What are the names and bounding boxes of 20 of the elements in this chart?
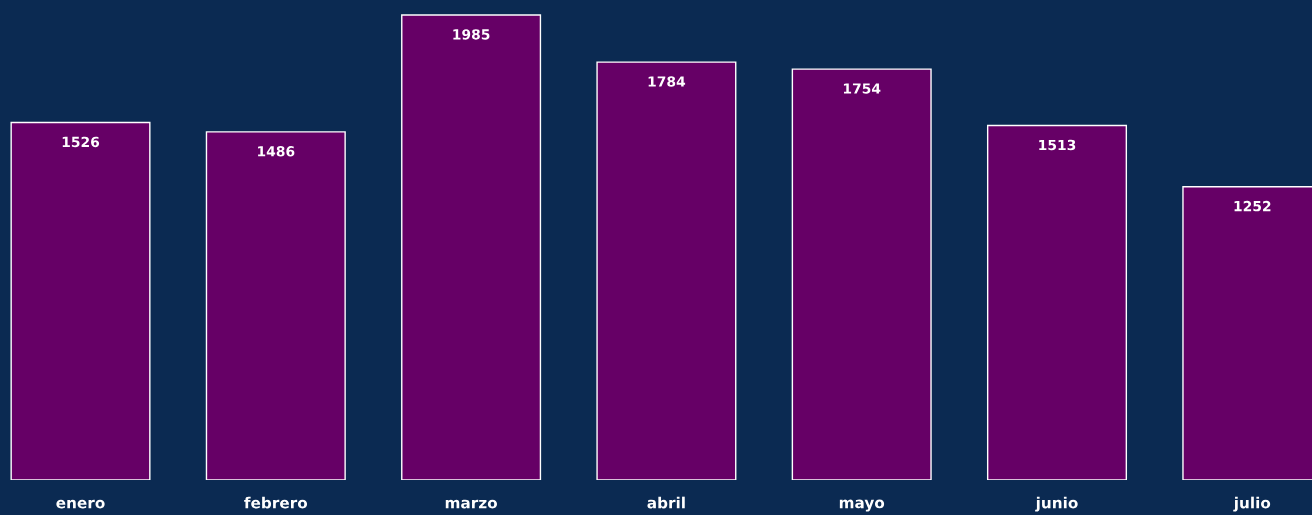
x-tick-label: abril [647, 496, 685, 509]
x-tick-label: mayo [839, 499, 885, 512]
data-label: 1985 [453, 29, 490, 40]
bar [986, 124, 1128, 480]
x-tick-label: junio [1035, 496, 1078, 512]
data-label: 1486 [258, 146, 295, 157]
bar [10, 121, 151, 480]
x-tick-label: marzo [445, 499, 498, 509]
bar [205, 131, 346, 480]
data-label: 1784 [648, 76, 686, 87]
x-tick-label: enero [56, 499, 105, 509]
x-tick-label: febrero [244, 496, 308, 509]
bar [401, 14, 542, 480]
x-tick-label: julio [1233, 496, 1271, 512]
data-label: 1513 [1039, 139, 1076, 151]
data-label: 1754 [843, 83, 881, 94]
bar [596, 61, 737, 480]
bar [791, 68, 932, 480]
data-label: 1526 [62, 136, 100, 148]
data-label: 1252 [1234, 200, 1271, 212]
